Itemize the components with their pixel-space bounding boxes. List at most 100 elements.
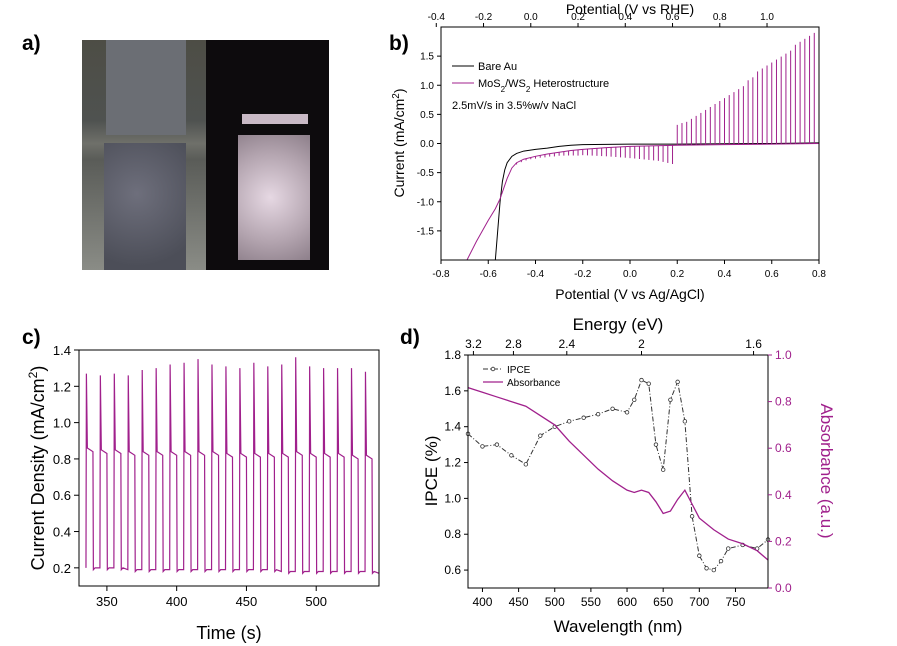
chart-d-y-axis-label: IPCE (%) xyxy=(422,436,441,507)
ipce-data-point xyxy=(567,419,572,424)
chart-b-x-tick-label: -0.2 xyxy=(574,269,592,280)
chart-b-top-tick-label: 0.6 xyxy=(666,12,680,23)
ipce-data-point xyxy=(697,553,702,558)
chart-b-top-tick-label: 0.4 xyxy=(618,12,632,23)
ipce-data-point xyxy=(494,442,500,447)
chart-c-x-tick-label: 400 xyxy=(166,594,188,609)
chart-c-x-axis-label: Time (s) xyxy=(196,623,261,643)
chart-c-x-tick-label: 450 xyxy=(236,594,258,609)
ipce-data-point xyxy=(653,442,659,447)
ipce-data-point xyxy=(610,406,615,411)
chart-b-y-tick-label: 0.0 xyxy=(420,139,434,150)
chart-c-y-tick-label: 0.6 xyxy=(53,488,71,503)
series-line-bare-au xyxy=(494,142,820,261)
chart-b-x-tick-label: 0.2 xyxy=(670,269,684,280)
chart-b-x-tick-label: -0.8 xyxy=(432,269,450,280)
chart-b-y-tick-label: 0.5 xyxy=(420,110,434,121)
chart-b-x-tick-label: -0.4 xyxy=(527,269,545,280)
chart-b-annotation: 2.5mV/s in 3.5%w/v NaCl xyxy=(452,100,576,112)
chart-d-y2-tick-label: 0.6 xyxy=(775,441,792,455)
chart-b-top-tick-label: 0.2 xyxy=(571,12,585,23)
ipce-data-point xyxy=(704,566,709,571)
chart-d-y2-tick-label: 0.0 xyxy=(775,581,792,595)
chart-d-y-tick-label: 1.4 xyxy=(444,420,461,434)
chart-d-x-tick-label: 600 xyxy=(617,595,637,609)
ipce-data-point xyxy=(682,419,688,424)
legend-label-ipce: IPCE xyxy=(507,365,531,376)
sample-photograph xyxy=(82,40,329,270)
chart-b-top-axis-label: Potential (V vs RHE) xyxy=(566,1,694,17)
chart-d-x-tick-label: 700 xyxy=(689,595,709,609)
chart-c-y-tick-label: 0.4 xyxy=(53,525,71,540)
chart-b-top-tick-label: 0.8 xyxy=(713,12,727,23)
legend-label-heterostructure: MoS2/WS2 Heterostructure xyxy=(478,78,609,94)
chart-c-y-tick-label: 1.0 xyxy=(53,416,71,431)
electrode-reflection-top xyxy=(242,114,308,124)
ipce-data-point xyxy=(480,444,485,449)
chart-d-x-tick-label: 500 xyxy=(545,595,565,609)
legend-label-bare-au: Bare Au xyxy=(478,61,517,73)
chart-b-y-tick-label: -0.5 xyxy=(417,168,435,179)
ipce-data-point xyxy=(675,379,680,385)
chart-b-y-axis-label: Current (mA/cm2) xyxy=(391,88,408,197)
chart-d-top-tick-label: 2.4 xyxy=(558,337,575,351)
chart-b-legend: Bare Au MoS2/WS2 Heterostructure xyxy=(452,61,609,94)
chart-d-y-tick-label: 1.8 xyxy=(444,348,461,362)
ipce-data-point xyxy=(509,453,514,458)
chart-d-top-axis-label: Energy (eV) xyxy=(573,315,664,334)
ipce-data-point xyxy=(632,397,637,403)
chart-d-y-tick-label: 0.8 xyxy=(444,527,461,541)
chart-b-x-tick-label: 0.6 xyxy=(765,269,779,280)
panel-c-label: c) xyxy=(22,326,41,349)
chart-d-top-tick-label: 2.8 xyxy=(505,337,522,351)
chart-d-x-tick-label: 750 xyxy=(725,595,745,609)
chart-c-y-tick-label: 1.4 xyxy=(53,343,71,358)
panel-a-label: a) xyxy=(22,32,41,55)
ipce-data-point xyxy=(581,415,586,420)
chart-d-top-tick-label: 1.6 xyxy=(745,337,762,351)
chart-d-x-axis-label: Wavelength (nm) xyxy=(554,617,683,636)
ipce-data-point xyxy=(726,546,731,551)
chart-b-y-tick-label: 1.0 xyxy=(420,81,434,92)
ipce-data-point xyxy=(538,433,543,438)
chart-d-y2-tick-label: 0.2 xyxy=(775,534,792,548)
panel-d-label: d) xyxy=(400,326,420,349)
chart-d-y-tick-label: 0.6 xyxy=(444,563,461,577)
chart-c-y-tick-label: 1.2 xyxy=(53,379,71,394)
chart-d-plot-frame xyxy=(467,354,769,589)
legend-marker-ipce xyxy=(490,366,496,372)
chart-c-x-tick-label: 500 xyxy=(305,594,327,609)
chart-d-y2-axis-label: Absorbance (a.u.) xyxy=(817,403,836,538)
chart-b-x-tick-label: -0.6 xyxy=(480,269,498,280)
chart-d-y-tick-label: 1.6 xyxy=(444,384,461,398)
chart-d-y2-tick-label: 0.8 xyxy=(775,395,792,409)
chart-b-y-tick-label: 1.5 xyxy=(420,52,434,63)
chart-d-top-tick-label: 2 xyxy=(638,337,645,351)
chart-c-y-axis-label: Current Density (mA/cm2) xyxy=(26,366,48,571)
chart-d-x-tick-label: 650 xyxy=(653,595,673,609)
ipce-data-point xyxy=(624,410,630,415)
chart-d-y-tick-label: 1.2 xyxy=(444,456,461,470)
chart-b-x-tick-label: 0.0 xyxy=(623,269,637,280)
chart-d-x-tick-label: 550 xyxy=(581,595,601,609)
ipce-data-point xyxy=(646,381,651,386)
chart-c-plot-frame xyxy=(78,349,380,587)
sample-photo-light xyxy=(82,40,206,270)
chart-d-x-tick-label: 450 xyxy=(509,595,529,609)
ipce-data-point xyxy=(523,462,529,467)
chart-b-top-tick-label: -0.2 xyxy=(475,12,493,23)
chart-d-top-tick-label: 3.2 xyxy=(465,337,482,351)
chart-d-legend: IPCE Absorbance xyxy=(483,365,561,389)
chart-d-y2-tick-label: 1.0 xyxy=(775,348,792,362)
chart-b-x-axis-label: Potential (V vs Ag/AgCl) xyxy=(555,286,704,302)
chart-c-y-tick-label: 0.8 xyxy=(53,452,71,467)
electrode-strip-top xyxy=(106,40,186,135)
series-line-heterostructure xyxy=(466,143,820,261)
series-line-chronoamperometry xyxy=(85,357,380,575)
series-line-absorbance xyxy=(467,387,769,561)
chart-c-x-tick-label: 350 xyxy=(96,594,118,609)
chart-d-y2-tick-label: 0.4 xyxy=(775,488,792,502)
